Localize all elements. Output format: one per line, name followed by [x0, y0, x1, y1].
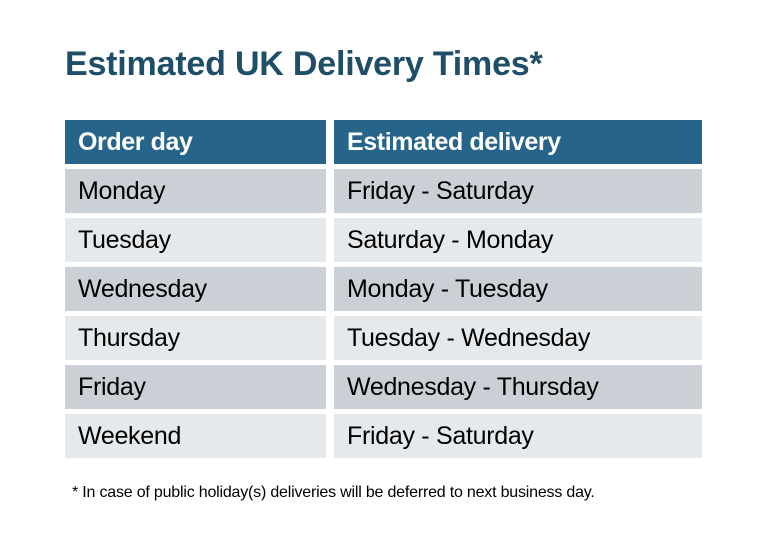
column-header-order-day: Order day — [65, 120, 326, 164]
table-cell-estimated-delivery: Saturday - Monday — [334, 218, 702, 262]
column-header-estimated-delivery: Estimated delivery — [334, 120, 702, 164]
table-cell-order-day: Tuesday — [65, 218, 326, 262]
table-cell-order-day: Monday — [65, 169, 326, 213]
page-title: Estimated UK Delivery Times* — [65, 45, 543, 83]
delivery-table: Order day Estimated delivery Monday Frida… — [65, 120, 702, 458]
table-cell-estimated-delivery: Monday - Tuesday — [334, 267, 702, 311]
table-cell-estimated-delivery: Wednesday - Thursday — [334, 365, 702, 409]
table-cell-order-day: Weekend — [65, 414, 326, 458]
table-cell-order-day: Friday — [65, 365, 326, 409]
table-cell-estimated-delivery: Friday - Saturday — [334, 169, 702, 213]
table-cell-order-day: Wednesday — [65, 267, 326, 311]
table-cell-estimated-delivery: Tuesday - Wednesday — [334, 316, 702, 360]
table-cell-estimated-delivery: Friday - Saturday — [334, 414, 702, 458]
footnote: * In case of public holiday(s) deliverie… — [72, 484, 595, 501]
table-cell-order-day: Thursday — [65, 316, 326, 360]
